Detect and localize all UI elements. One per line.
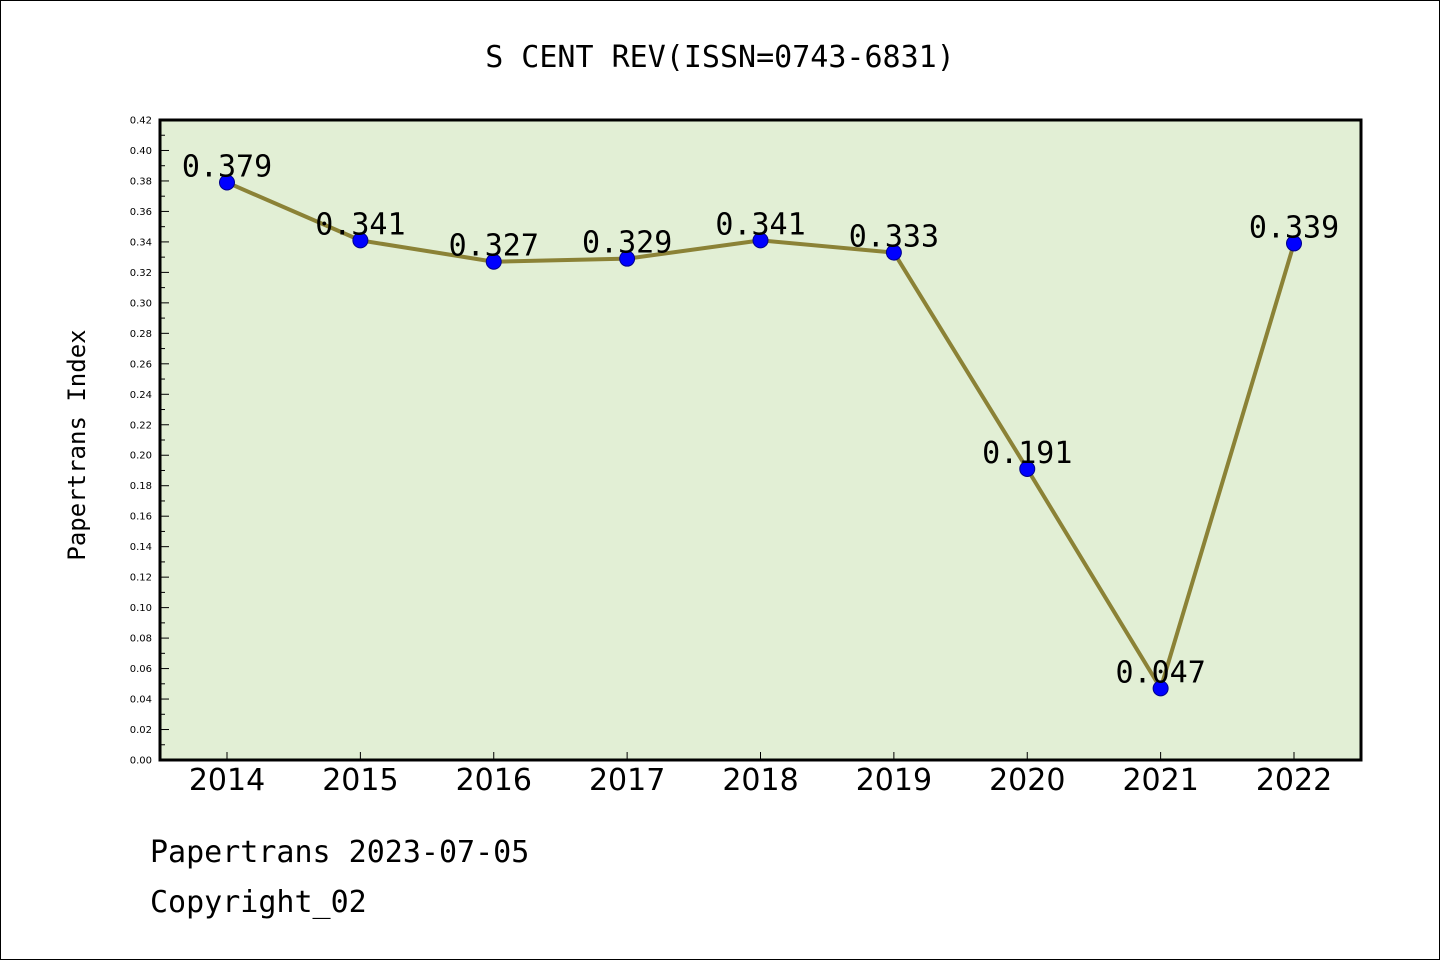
y-tick-label: 0.08 <box>130 634 152 645</box>
x-tick-label: 2015 <box>322 763 398 798</box>
data-label: 0.191 <box>982 436 1072 471</box>
data-label: 0.339 <box>1249 210 1339 245</box>
y-tick-label: 0.20 <box>130 451 152 462</box>
data-point <box>1152 680 1169 697</box>
y-tick-label: 0.16 <box>130 512 152 523</box>
y-tick-label: 0.42 <box>130 116 152 127</box>
x-tick-label: 2020 <box>989 763 1065 798</box>
data-point <box>1019 460 1036 477</box>
x-axis-ticks: 2014 2015 2016 2017 2018 2019 2020 2021 2022 <box>189 752 1332 798</box>
y-tick-label: 0.10 <box>130 603 152 614</box>
x-tick-label: 2016 <box>456 763 532 798</box>
y-tick-label: 0.04 <box>130 695 152 706</box>
series-layer: 0.379 0.341 0.327 0.329 0.341 0.333 0.191 0.047… <box>182 149 1339 697</box>
y-tick-label: 0.02 <box>130 725 152 736</box>
data-label: 0.333 <box>849 220 939 255</box>
y-tick-label: 0.36 <box>130 207 152 218</box>
y-tick-label: 0.28 <box>130 329 152 340</box>
data-label: 0.047 <box>1115 655 1205 690</box>
data-label: 0.327 <box>449 229 539 264</box>
data-label: 0.341 <box>315 207 405 242</box>
y-tick-label: 0.14 <box>130 542 152 553</box>
y-tick-label: 0.32 <box>130 268 152 279</box>
y-tick-label: 0.12 <box>130 573 152 584</box>
y-tick-label: 0.18 <box>130 481 152 492</box>
y-tick-label: 0.26 <box>130 359 152 370</box>
data-label: 0.329 <box>582 226 672 261</box>
plot-area <box>160 120 1361 760</box>
x-tick-label: 2019 <box>856 763 932 798</box>
y-tick-label: 0.06 <box>130 664 152 675</box>
data-point <box>752 232 769 249</box>
data-label: 0.379 <box>182 149 272 184</box>
x-tick-label: 2022 <box>1256 763 1332 798</box>
y-axis-label: Papertrans Index <box>63 329 91 560</box>
data-point <box>352 232 369 249</box>
y-tick-label: 0.22 <box>130 420 152 431</box>
plot-border <box>158 118 1363 762</box>
data-label: 0.341 <box>715 207 805 242</box>
x-tick-label: 2017 <box>589 763 665 798</box>
footer-date: Papertrans 2023-07-05 <box>150 835 530 870</box>
chart-title: S CENT REV(ISSN=0743-6831) <box>485 40 955 75</box>
data-point <box>885 244 902 261</box>
x-tick-label: 2014 <box>189 763 265 798</box>
data-point <box>485 253 502 270</box>
y-tick-label: 0.40 <box>130 146 152 157</box>
data-point <box>619 250 636 267</box>
y-tick-label: 0.00 <box>130 756 152 767</box>
x-tick-label: 2021 <box>1122 763 1198 798</box>
y-tick-label: 0.34 <box>130 237 152 248</box>
data-point <box>1286 235 1302 252</box>
y-tick-label: 0.24 <box>130 390 152 401</box>
footer-copyright: Copyright_02 <box>150 885 367 920</box>
y-tick-label: 0.30 <box>130 298 152 309</box>
x-tick-label: 2018 <box>722 763 798 798</box>
y-tick-label: 0.38 <box>130 176 152 187</box>
data-point <box>219 174 235 191</box>
